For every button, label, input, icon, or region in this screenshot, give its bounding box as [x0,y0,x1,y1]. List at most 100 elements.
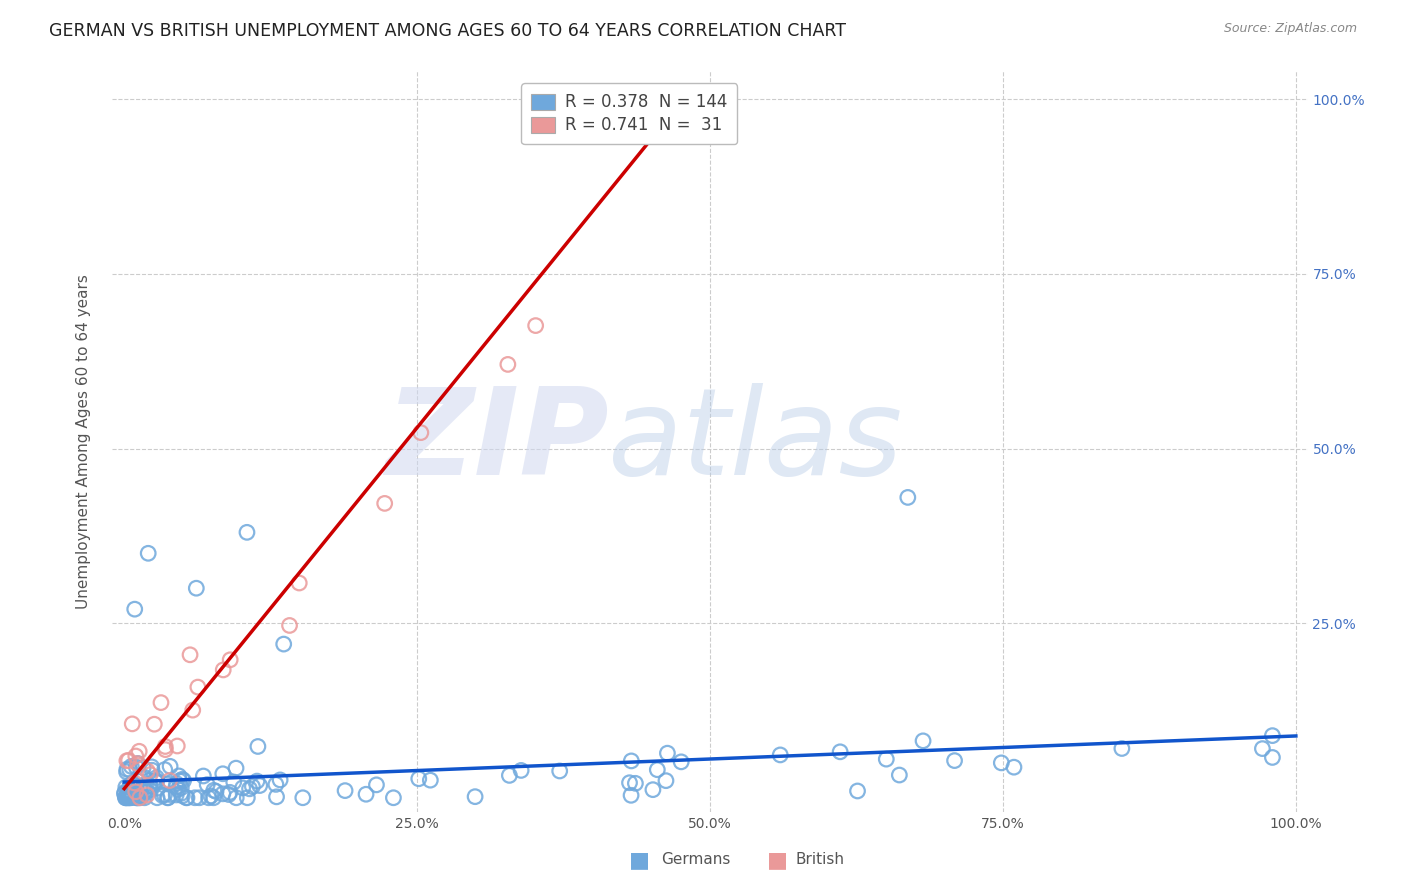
Point [134,785,156,799]
Point [114,785,136,799]
Point [128,744,150,758]
Point [115,790,138,805]
Point [548,764,571,778]
Point [153,763,176,777]
Point [121,717,143,731]
Point [120,790,142,805]
Point [236,525,259,540]
Point [156,777,179,791]
Point [159,759,181,773]
Point [159,773,181,788]
Point [120,779,142,793]
Point [197,790,219,805]
Legend: R = 0.378  N = 144, R = 0.741  N =  31: R = 0.378 N = 144, R = 0.741 N = 31 [522,83,737,145]
Point [242,780,264,794]
Point [211,766,233,780]
Point [139,767,162,781]
Point [118,790,141,805]
Point [1261,750,1284,764]
Point [624,776,647,790]
Point [167,782,190,797]
Point [269,772,291,787]
Point [146,781,169,796]
Point [264,777,287,791]
Point [225,790,247,805]
Point [408,772,430,786]
Point [138,779,160,793]
Point [657,746,679,760]
Point [200,789,222,803]
Point [1261,729,1284,743]
Point [117,784,139,798]
Point [1251,741,1274,756]
Point [131,789,153,804]
Point [139,779,162,793]
Point [117,790,139,805]
Point [374,496,396,510]
Point [125,790,148,805]
Point [354,787,377,801]
Point [127,756,149,771]
Text: Source: ZipAtlas.com: Source: ZipAtlas.com [1223,22,1357,36]
Point [219,653,242,667]
Point [118,783,141,797]
Point [125,749,148,764]
Point [176,790,198,805]
Point [830,745,852,759]
Point [127,790,149,805]
Point [647,763,669,777]
Point [115,764,138,779]
Point [897,491,920,505]
Point [558,113,581,128]
Point [179,648,201,662]
Point [145,773,167,788]
Point [115,762,138,776]
Point [136,788,159,802]
Point [121,789,143,803]
Point [155,742,177,756]
Point [149,696,172,710]
Point [232,780,254,795]
Point [132,770,155,784]
Point [141,760,163,774]
Point [510,764,533,778]
Point [889,768,911,782]
Point [118,790,141,805]
Point [291,790,314,805]
Y-axis label: Unemployment Among Ages 60 to 64 years: Unemployment Among Ages 60 to 64 years [76,274,91,609]
Point [153,788,176,802]
Point [124,786,146,800]
Text: GERMAN VS BRITISH UNEMPLOYMENT AMONG AGES 60 TO 64 YEARS CORRELATION CHART: GERMAN VS BRITISH UNEMPLOYMENT AMONG AGE… [49,22,846,40]
Point [143,717,166,731]
Point [139,782,162,797]
Point [141,764,163,778]
Point [167,769,190,783]
Point [366,778,388,792]
Text: ■: ■ [630,850,650,870]
Point [118,790,141,805]
Point [249,779,271,793]
Point [117,753,139,767]
Point [990,756,1012,770]
Point [115,790,138,805]
Point [184,790,207,805]
Point [166,739,188,753]
Point [150,789,173,803]
Point [195,778,218,792]
Point [172,789,194,803]
Point [225,761,247,775]
Point [212,663,235,677]
Text: Germans: Germans [661,853,730,867]
Point [655,773,678,788]
Point [121,777,143,791]
Point [170,780,193,795]
Point [186,581,208,595]
Point [181,703,204,717]
Point [169,773,191,788]
Point [136,546,159,560]
Point [238,781,260,796]
Text: British: British [796,853,845,867]
Point [165,788,187,802]
Point [121,789,143,804]
Point [655,106,678,120]
